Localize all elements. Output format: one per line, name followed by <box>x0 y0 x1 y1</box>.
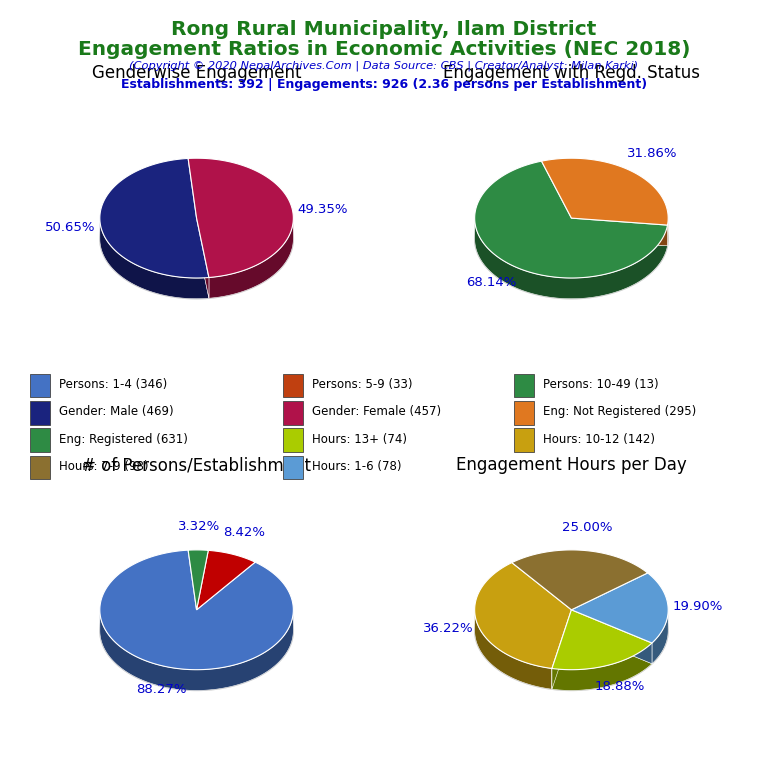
Polygon shape <box>475 218 667 299</box>
FancyBboxPatch shape <box>30 374 51 397</box>
Text: 49.35%: 49.35% <box>297 203 348 216</box>
Polygon shape <box>197 551 255 610</box>
Text: 3.32%: 3.32% <box>177 521 220 534</box>
Polygon shape <box>571 218 667 246</box>
Text: Persons: 5-9 (33): Persons: 5-9 (33) <box>312 378 412 391</box>
FancyBboxPatch shape <box>514 374 535 397</box>
Polygon shape <box>209 218 293 298</box>
FancyBboxPatch shape <box>30 429 51 452</box>
Polygon shape <box>652 610 668 664</box>
Polygon shape <box>475 610 552 689</box>
Polygon shape <box>188 550 208 610</box>
FancyBboxPatch shape <box>514 429 535 452</box>
Text: 25.00%: 25.00% <box>561 521 612 534</box>
Polygon shape <box>197 218 209 298</box>
Polygon shape <box>100 571 293 690</box>
Text: Hours: 13+ (74): Hours: 13+ (74) <box>312 432 407 445</box>
Polygon shape <box>552 643 652 690</box>
Polygon shape <box>571 218 667 246</box>
Text: Hours: 10-12 (142): Hours: 10-12 (142) <box>543 432 655 445</box>
Title: Engagement Hours per Day: Engagement Hours per Day <box>456 456 687 474</box>
FancyBboxPatch shape <box>30 401 51 425</box>
Text: 18.88%: 18.88% <box>594 680 645 693</box>
Polygon shape <box>197 218 209 298</box>
Polygon shape <box>571 573 668 643</box>
FancyBboxPatch shape <box>283 374 303 397</box>
Polygon shape <box>475 563 571 668</box>
FancyBboxPatch shape <box>283 455 303 479</box>
FancyBboxPatch shape <box>30 455 51 479</box>
Text: Persons: 10-49 (13): Persons: 10-49 (13) <box>543 378 658 391</box>
Polygon shape <box>100 179 293 299</box>
FancyBboxPatch shape <box>514 401 535 425</box>
Text: 31.86%: 31.86% <box>627 147 677 161</box>
Title: Engagement with Regd. Status: Engagement with Regd. Status <box>443 65 700 82</box>
Text: 36.22%: 36.22% <box>422 622 473 635</box>
Text: Hours: 7-9 (98): Hours: 7-9 (98) <box>59 460 149 473</box>
Text: Engagement Ratios in Economic Activities (NEC 2018): Engagement Ratios in Economic Activities… <box>78 40 690 59</box>
Polygon shape <box>552 610 571 689</box>
Text: Gender: Male (469): Gender: Male (469) <box>59 406 174 419</box>
Title: # of Persons/Establishment: # of Persons/Establishment <box>82 456 311 474</box>
Polygon shape <box>541 158 668 225</box>
Polygon shape <box>552 610 571 689</box>
Title: Genderwise Engagement: Genderwise Engagement <box>92 65 301 82</box>
Text: Hours: 1-6 (78): Hours: 1-6 (78) <box>312 460 402 473</box>
Text: Establishments: 392 | Engagements: 926 (2.36 persons per Establishment): Establishments: 392 | Engagements: 926 (… <box>121 78 647 91</box>
Text: Gender: Female (457): Gender: Female (457) <box>312 406 441 419</box>
Polygon shape <box>100 610 293 690</box>
Text: 68.14%: 68.14% <box>466 276 516 289</box>
Polygon shape <box>571 610 652 664</box>
FancyBboxPatch shape <box>283 401 303 425</box>
Polygon shape <box>571 610 652 664</box>
Polygon shape <box>188 158 293 277</box>
Polygon shape <box>475 161 667 278</box>
Text: 88.27%: 88.27% <box>136 683 187 696</box>
Polygon shape <box>100 550 293 670</box>
Polygon shape <box>475 571 668 690</box>
FancyBboxPatch shape <box>283 429 303 452</box>
Text: (Copyright © 2020 NepalArchives.Com | Data Source: CBS | Creator/Analyst: Milan : (Copyright © 2020 NepalArchives.Com | Da… <box>130 61 638 71</box>
Polygon shape <box>511 550 647 610</box>
Text: 8.42%: 8.42% <box>223 527 265 539</box>
Text: Eng: Not Registered (295): Eng: Not Registered (295) <box>543 406 696 419</box>
Text: 19.90%: 19.90% <box>673 600 723 613</box>
Polygon shape <box>552 610 652 670</box>
Polygon shape <box>100 218 209 299</box>
Polygon shape <box>475 179 668 299</box>
Text: 50.65%: 50.65% <box>45 220 96 233</box>
Text: Persons: 1-4 (346): Persons: 1-4 (346) <box>59 378 167 391</box>
Text: Eng: Registered (631): Eng: Registered (631) <box>59 432 188 445</box>
Polygon shape <box>100 158 209 278</box>
Text: Rong Rural Municipality, Ilam District: Rong Rural Municipality, Ilam District <box>171 20 597 39</box>
